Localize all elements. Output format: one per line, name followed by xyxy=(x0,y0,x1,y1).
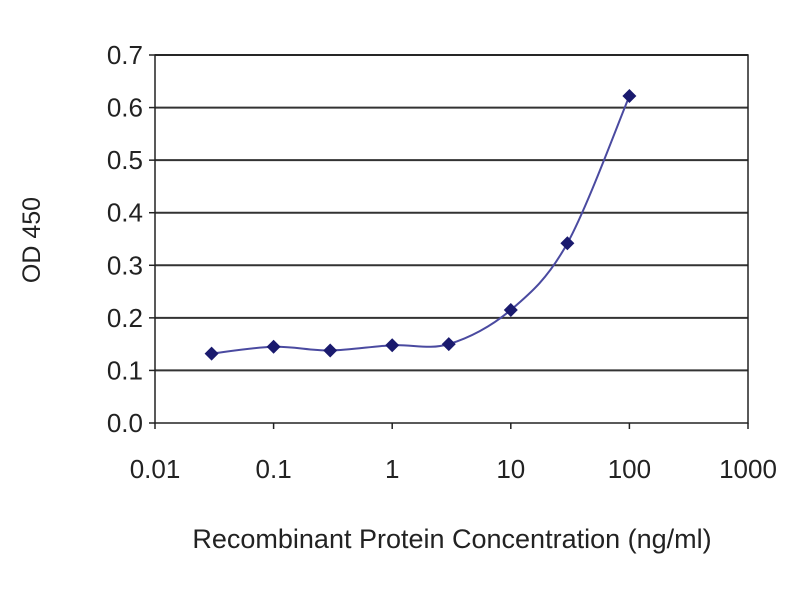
series-line xyxy=(211,95,631,355)
x-tick-label: 1 xyxy=(385,454,399,484)
y-tick-label: 0.5 xyxy=(107,145,143,175)
data-point-diamond xyxy=(385,338,400,353)
gridlines xyxy=(155,54,748,372)
data-point-diamond xyxy=(323,343,338,358)
y-tick-label: 0.7 xyxy=(107,40,143,70)
plot-area xyxy=(154,54,749,424)
x-tick-label: 0.01 xyxy=(130,454,181,484)
x-axis-label: Recombinant Protein Concentration (ng/ml… xyxy=(192,524,711,554)
y-axis-label: OD 450 xyxy=(18,197,46,283)
x-axis-ticks: 0.01 0.1 1 10 100 1000 xyxy=(130,423,777,484)
x-tick-label: 100 xyxy=(608,454,651,484)
x-tick-label: 10 xyxy=(496,454,525,484)
data-points xyxy=(204,89,637,361)
y-tick-label: 0.1 xyxy=(107,355,143,385)
y-tick-label: 0.2 xyxy=(107,303,143,333)
y-tick-label: 0.6 xyxy=(107,93,143,123)
y-tick-label: 0.3 xyxy=(107,250,143,280)
data-point-diamond xyxy=(560,236,575,251)
data-point-diamond xyxy=(266,339,281,354)
y-axis-ticks: 0.0 0.1 0.2 0.3 0.4 0.5 0.6 0.7 xyxy=(107,40,155,438)
data-point-diamond xyxy=(441,337,456,352)
data-point-diamond xyxy=(204,346,219,361)
data-point-diamond xyxy=(622,89,637,104)
x-tick-label: 0.1 xyxy=(256,454,292,484)
y-tick-label: 0.0 xyxy=(107,408,143,438)
data-point-diamond xyxy=(503,302,518,317)
x-tick-label: 1000 xyxy=(719,454,777,484)
y-tick-label: 0.4 xyxy=(107,198,143,228)
